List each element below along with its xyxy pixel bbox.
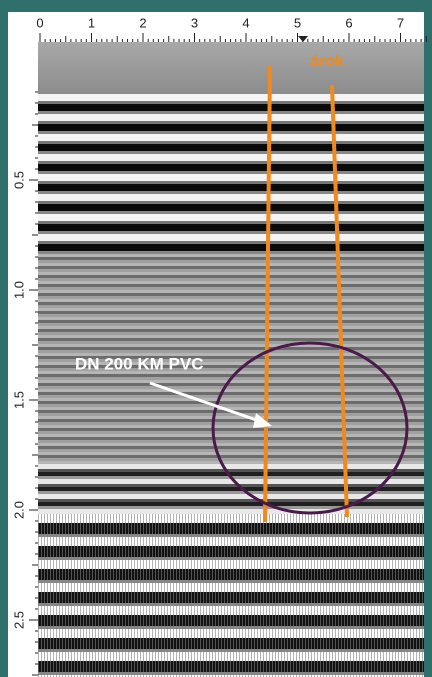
ruler-label: 4 [242, 15, 249, 30]
arrow-shaft [149, 381, 263, 424]
ruler-label: 1.0 [11, 281, 26, 299]
ruler-label: 2.0 [11, 501, 26, 519]
ruler-label: 5 [294, 15, 301, 30]
ruler-label: 0 [36, 15, 43, 30]
top-ruler [8, 12, 424, 42]
ruler-label: 1 [88, 15, 95, 30]
weak-reflections [38, 254, 424, 464]
trench-label: árok [310, 53, 344, 70]
air-zone [38, 42, 424, 94]
trench-line [263, 64, 272, 523]
arrow-head [253, 413, 272, 428]
left-ruler [8, 42, 38, 677]
deep-noise [38, 514, 424, 677]
radargram [38, 42, 424, 677]
trench-line [330, 84, 349, 518]
mid-reflections [38, 464, 424, 514]
ruler-label: 2.5 [11, 611, 26, 629]
strong-reflections [38, 94, 424, 254]
ruler-label: 1.5 [11, 391, 26, 409]
ruler-label: 0.5 [11, 171, 26, 189]
ruler-label: 2 [139, 15, 146, 30]
ruler-label: 6 [345, 15, 352, 30]
pipe-label: DN 200 KM PVC [75, 354, 203, 373]
ruler-label: 3 [191, 15, 198, 30]
pipe-circle [211, 341, 409, 515]
ruler-label: 7 [397, 15, 404, 30]
